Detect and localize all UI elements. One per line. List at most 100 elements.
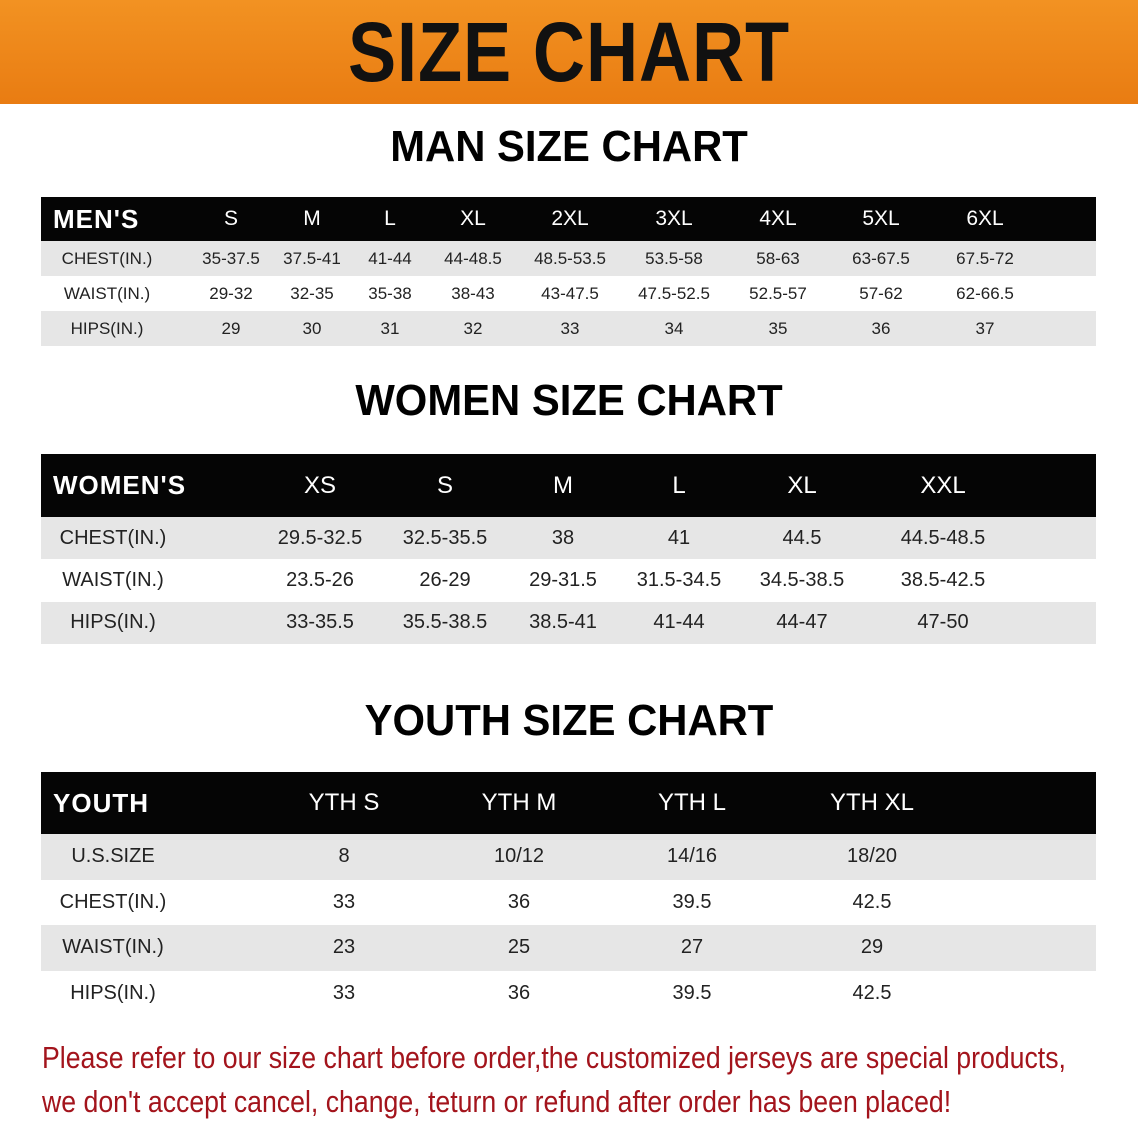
size-column-header: XL bbox=[787, 471, 817, 499]
row-label: CHEST(IN.) bbox=[59, 890, 167, 913]
table-row: CHEST(IN.) 33 36 39.5 42.5 bbox=[41, 879, 1096, 925]
table-cell: 57-62 bbox=[859, 283, 903, 303]
table-cell: 38 bbox=[551, 526, 575, 549]
table-cell: 25 bbox=[507, 936, 531, 959]
banner-title: SIZE CHART bbox=[347, 5, 791, 99]
banner: SIZE CHART bbox=[0, 0, 1138, 104]
notice-line-1: Please refer to our size chart before or… bbox=[42, 1040, 1066, 1075]
table-cell: 29.5-32.5 bbox=[277, 526, 363, 549]
men-title: MAN SIZE CHART bbox=[390, 122, 748, 171]
table-cell: 36 bbox=[871, 318, 891, 338]
men-size-table: MEN'S S M L XL 2XL 3XL 4XL 5XL 6XL CHEST(IN.) 35-37… bbox=[41, 197, 1096, 346]
table-header: YOUTH YTH S YTH M YTH L YTH XL bbox=[41, 772, 1096, 834]
table-cell: 35-38 bbox=[368, 283, 412, 303]
table-cell: 33 bbox=[332, 981, 356, 1004]
table-cell: 36 bbox=[507, 981, 531, 1004]
size-column-header: XS bbox=[303, 471, 337, 499]
table-cell: 14/16 bbox=[666, 845, 718, 868]
table-cell: 29-32 bbox=[209, 283, 253, 303]
table-cell: 23 bbox=[332, 936, 356, 959]
row-label: WAIST(IN.) bbox=[62, 568, 164, 591]
table-cell: 37.5-41 bbox=[283, 248, 341, 268]
table-cell: 38.5-42.5 bbox=[900, 568, 986, 591]
women-title: WOMEN SIZE CHART bbox=[355, 376, 783, 425]
youth-title: YOUTH SIZE CHART bbox=[364, 696, 774, 745]
table-cell: 32.5-35.5 bbox=[402, 526, 488, 549]
table-cell: 37 bbox=[975, 318, 995, 338]
table-cell: 23.5-26 bbox=[286, 568, 354, 591]
table-header: WOMEN'S XS S M L XL XXL bbox=[41, 454, 1096, 517]
header-label: WOMEN'S bbox=[53, 470, 187, 500]
table-row: WAIST(IN.) 23 25 27 29 bbox=[41, 925, 1096, 971]
table-row: HIPS(IN.) 33-35.5 35.5-38.5 38.5-41 41-44 44-… bbox=[41, 601, 1096, 644]
table-cell: 36 bbox=[507, 890, 531, 913]
table-cell: 44.5 bbox=[782, 526, 822, 549]
size-column-header: 2XL bbox=[551, 207, 589, 230]
row-label: WAIST(IN.) bbox=[63, 283, 151, 303]
table-cell: 43-47.5 bbox=[541, 283, 599, 303]
table-cell: 35-37.5 bbox=[202, 248, 260, 268]
size-column-header: YTH M bbox=[481, 789, 557, 816]
table-cell: 31 bbox=[380, 318, 400, 338]
table-cell: 33 bbox=[560, 318, 580, 338]
table-cell: 8 bbox=[338, 845, 350, 868]
row-label: HIPS(IN.) bbox=[70, 981, 156, 1004]
table-cell: 42.5 bbox=[852, 981, 892, 1004]
women-size-table: WOMEN'S XS S M L XL XXL CHEST(IN.) 29.5-32.5 32.5… bbox=[41, 454, 1096, 644]
table-cell: 63-67.5 bbox=[852, 248, 910, 268]
table-cell: 33 bbox=[332, 890, 356, 913]
table-row: WAIST(IN.) 29-32 32-35 35-38 38-43 43-47.5 47.… bbox=[41, 276, 1096, 311]
size-column-header: XL bbox=[460, 207, 486, 230]
table-cell: 10/12 bbox=[493, 845, 545, 868]
table-cell: 41-44 bbox=[368, 248, 412, 268]
row-label: CHEST(IN.) bbox=[59, 526, 167, 549]
table-cell: 67.5-72 bbox=[956, 248, 1014, 268]
table-cell: 47-50 bbox=[917, 611, 969, 634]
size-column-header: S bbox=[223, 207, 239, 230]
table-cell: 44-48.5 bbox=[444, 248, 502, 268]
table-cell: 39.5 bbox=[672, 981, 712, 1004]
size-column-header: L bbox=[384, 207, 396, 230]
table-cell: 31.5-34.5 bbox=[636, 568, 722, 591]
size-column-header: M bbox=[303, 207, 321, 230]
table-cell: 26-29 bbox=[419, 568, 471, 591]
table-cell: 41-44 bbox=[653, 611, 705, 634]
table-cell: 27 bbox=[680, 936, 704, 959]
row-label: U.S.SIZE bbox=[71, 845, 155, 868]
table-cell: 39.5 bbox=[672, 890, 712, 913]
row-label: HIPS(IN.) bbox=[70, 318, 144, 338]
table-row: U.S.SIZE 8 10/12 14/16 18/20 bbox=[41, 834, 1096, 880]
table-cell: 30 bbox=[302, 318, 322, 338]
table-cell: 41 bbox=[667, 526, 691, 549]
table-cell: 38-43 bbox=[451, 283, 495, 303]
size-column-header: YTH L bbox=[657, 789, 727, 816]
header-label: YOUTH bbox=[53, 787, 149, 818]
size-column-header: 3XL bbox=[655, 207, 693, 230]
table-cell: 29-31.5 bbox=[529, 568, 597, 591]
notice-line-2: we don't accept cancel, change, teturn o… bbox=[42, 1084, 952, 1119]
table-cell: 47.5-52.5 bbox=[638, 283, 710, 303]
size-column-header: YTH XL bbox=[829, 789, 915, 816]
size-column-header: L bbox=[672, 471, 686, 499]
table-cell: 29 bbox=[860, 936, 884, 959]
row-label: HIPS(IN.) bbox=[70, 611, 156, 634]
table-cell: 35.5-38.5 bbox=[402, 611, 488, 634]
table-cell: 32-35 bbox=[290, 283, 334, 303]
table-row: HIPS(IN.) 33 36 39.5 42.5 bbox=[41, 970, 1096, 1016]
table-cell: 48.5-53.5 bbox=[534, 248, 606, 268]
table-cell: 35 bbox=[768, 318, 788, 338]
size-column-header: M bbox=[553, 471, 573, 499]
table-cell: 44.5-48.5 bbox=[900, 526, 986, 549]
row-label: WAIST(IN.) bbox=[62, 936, 164, 959]
header-label: MEN'S bbox=[53, 203, 140, 234]
table-cell: 29 bbox=[221, 318, 241, 338]
table-cell: 58-63 bbox=[756, 248, 800, 268]
table-row: CHEST(IN.) 35-37.5 37.5-41 41-44 44-48.5 48.5… bbox=[41, 241, 1096, 276]
table-cell: 32 bbox=[463, 318, 483, 338]
table-cell: 33-35.5 bbox=[286, 611, 354, 634]
size-column-header: S bbox=[436, 471, 454, 499]
table-row: CHEST(IN.) 29.5-32.5 32.5-35.5 38 41 44.5 44.5… bbox=[41, 517, 1096, 560]
size-column-header: 5XL bbox=[862, 207, 900, 230]
table-row: WAIST(IN.) 23.5-26 26-29 29-31.5 31.5-34.5 34… bbox=[41, 559, 1096, 602]
table-cell: 44-47 bbox=[776, 611, 828, 634]
